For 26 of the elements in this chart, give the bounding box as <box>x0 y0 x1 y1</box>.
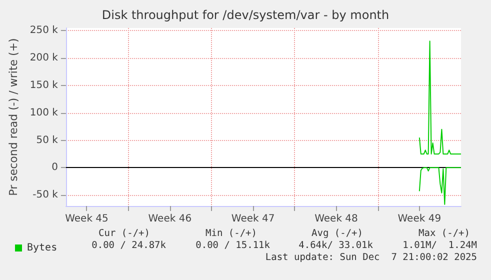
x-tick-label: Week 45 <box>65 214 108 224</box>
text: Avg (-/+) <box>312 228 363 239</box>
y-axis-title: Pr second read (-) / write (+) <box>7 38 20 196</box>
y-tick-label: 50 k <box>36 134 58 146</box>
text: 0.00 / 15.11k <box>196 240 270 251</box>
text: 1.01M/ 1.24M <box>402 240 477 251</box>
text: 0.00 / 24.87k <box>92 240 166 251</box>
x-tick-label: Week 46 <box>148 214 192 224</box>
y-tick-label: 150 k <box>30 80 58 92</box>
line-series <box>418 167 462 205</box>
x-tick-label: Week 48 <box>314 214 358 224</box>
text: 4.64k/ 33.01k <box>298 240 373 251</box>
text: Min (-/+) <box>206 228 257 239</box>
y-tick-label: 0 <box>52 162 58 174</box>
legend-label: Bytes <box>27 242 58 254</box>
y-tick-label: 200 k <box>30 52 58 64</box>
chart-title: Disk throughput for /dev/system/var - by month <box>102 8 390 22</box>
text: Max (-/+) <box>418 228 470 239</box>
text: Last update: Sun Dec 7 21:00:02 2025 <box>265 252 477 263</box>
y-tick-label: 100 k <box>30 107 58 118</box>
line-series <box>418 40 462 154</box>
y-tick-label: 250 k <box>30 25 58 36</box>
text: Cur (-/+) <box>98 228 150 239</box>
x-tick-label: Week 49 <box>398 214 442 224</box>
x-tick-label: Week 47 <box>231 214 275 224</box>
y-tick-label: -50 k <box>32 190 58 201</box>
